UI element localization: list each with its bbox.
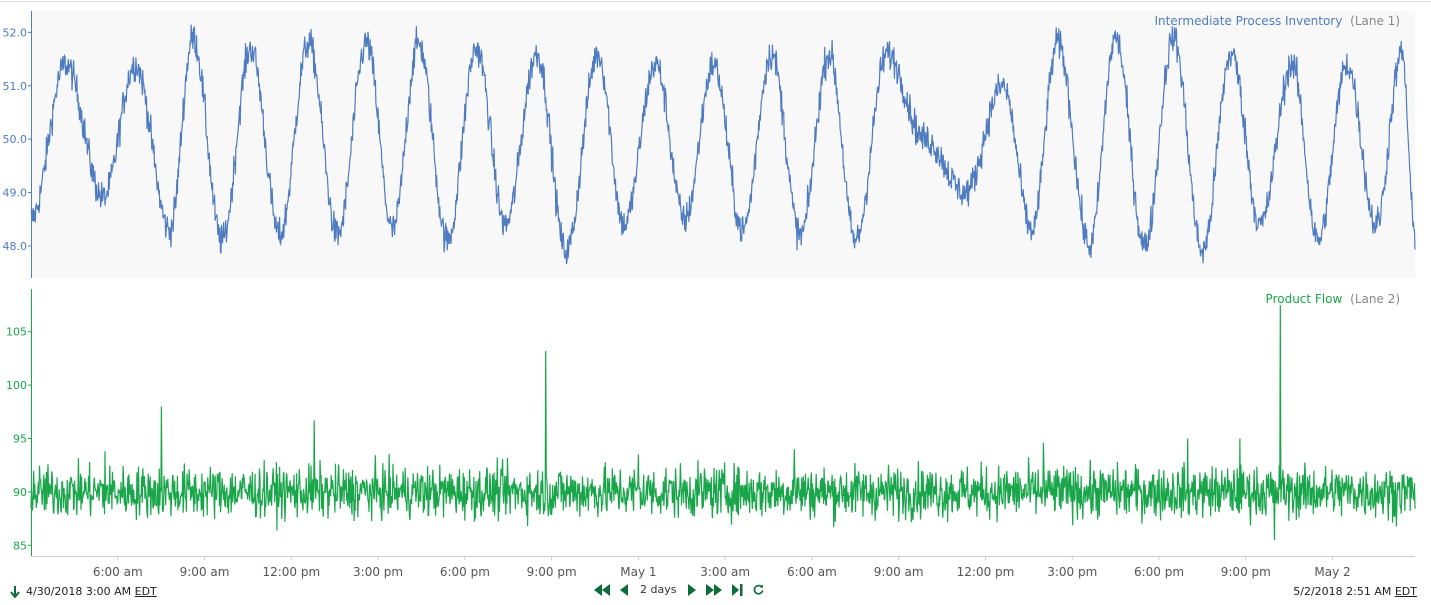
x-tick-label: 3:00 am xyxy=(700,565,750,579)
double-right-icon[interactable] xyxy=(706,583,723,596)
x-tick-label: 12:00 pm xyxy=(262,565,320,579)
y-tick-label: 105 xyxy=(6,326,27,339)
x-tick-label: 12:00 pm xyxy=(957,565,1015,579)
x-tick-label: 9:00 am xyxy=(180,565,230,579)
x-tick-label: 6:00 am xyxy=(787,565,837,579)
x-tick-label: 9:00 am xyxy=(874,565,924,579)
lane2-title[interactable]: Product Flow (Lane 2) xyxy=(1266,292,1400,306)
lane2-name: Product Flow xyxy=(1266,292,1343,306)
y-tick-label: 100 xyxy=(6,379,27,392)
x-tick-label: May 1 xyxy=(620,565,656,579)
y-tick-label: 52.0 xyxy=(3,26,28,39)
time-span-selector[interactable]: 2 days xyxy=(640,583,677,596)
start-time[interactable]: 4/30/2018 3:00 AM EDT xyxy=(26,585,157,598)
lane2-y-ticks: 85 90 95 100 105 xyxy=(6,326,31,552)
trend-chart: 48.0 49.0 50.0 51.0 52.0 85 90 95 100 105 6:00 a… xyxy=(0,1,1431,579)
x-tick-label: 6:00 pm xyxy=(1134,565,1184,579)
x-tick-label: 6:00 am xyxy=(93,565,143,579)
lane2-label: (Lane 2) xyxy=(1350,292,1400,306)
lane1-name: Intermediate Process Inventory xyxy=(1154,14,1342,28)
lane2-series-line xyxy=(30,304,1416,541)
down-arrow-icon[interactable] xyxy=(10,585,20,598)
y-tick-label: 85 xyxy=(13,539,27,552)
lane1-y-ticks: 48.0 49.0 50.0 51.0 52.0 xyxy=(3,26,31,253)
lane1-label: (Lane 1) xyxy=(1350,14,1400,28)
x-tick-label: 9:00 pm xyxy=(1221,565,1271,579)
x-tick-label: 6:00 pm xyxy=(440,565,490,579)
lane1-series-line xyxy=(30,24,1416,265)
x-ticks: 6:00 am 9:00 am 12:00 pm 3:00 pm 6:00 pm 9:00… xyxy=(93,556,1351,579)
x-tick-label: May 2 xyxy=(1314,565,1350,579)
jump-to-end-icon[interactable] xyxy=(732,583,743,596)
end-timezone[interactable]: EDT xyxy=(1394,585,1417,598)
y-tick-label: 50.0 xyxy=(3,133,28,146)
x-tick-label: 9:00 pm xyxy=(527,565,577,579)
y-tick-label: 49.0 xyxy=(3,187,28,200)
y-tick-label: 95 xyxy=(13,433,27,446)
time-navigation: 2 days xyxy=(594,583,764,596)
start-timezone[interactable]: EDT xyxy=(134,585,157,598)
x-tick-label: 3:00 pm xyxy=(353,565,403,579)
left-icon[interactable] xyxy=(620,583,628,596)
lane1-title[interactable]: Intermediate Process Inventory (Lane 1) xyxy=(1154,14,1400,28)
y-tick-label: 51.0 xyxy=(3,80,28,93)
refresh-icon[interactable] xyxy=(753,584,764,595)
right-icon[interactable] xyxy=(688,583,697,596)
end-time[interactable]: 5/2/2018 2:51 AM EDT xyxy=(1293,585,1417,598)
time-bar: 4/30/2018 3:00 AM EDT 2 days 5/2/2018 2:… xyxy=(0,580,1431,605)
y-tick-label: 48.0 xyxy=(3,240,28,253)
x-tick-label: 3:00 pm xyxy=(1047,565,1097,579)
double-left-icon[interactable] xyxy=(594,583,610,596)
start-time-value: 4/30/2018 3:00 AM xyxy=(26,585,132,598)
y-tick-label: 90 xyxy=(13,486,27,499)
lane1-plot-area xyxy=(31,11,1415,278)
end-time-value: 5/2/2018 2:51 AM xyxy=(1293,585,1392,598)
start-time-group: 4/30/2018 3:00 AM EDT xyxy=(10,585,157,598)
